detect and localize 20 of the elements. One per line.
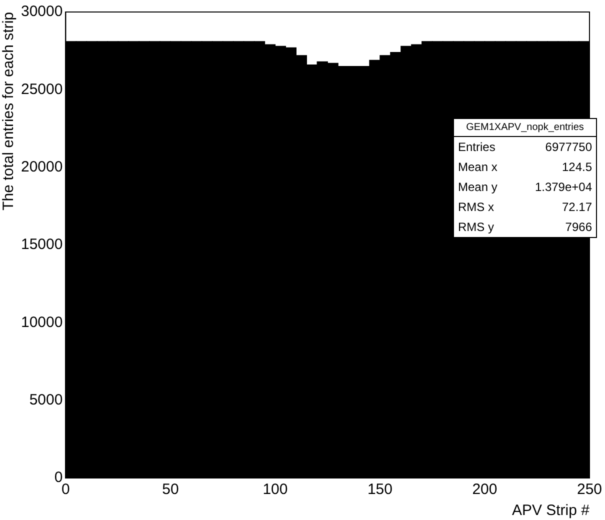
y-axis-title: The total entries for each strip bbox=[0, 12, 18, 210]
x-tick-label: 100 bbox=[262, 481, 288, 498]
y-tick-label: 30000 bbox=[20, 3, 63, 20]
text: RMS y 7966 bbox=[458, 220, 592, 234]
y-tick-label: 0 bbox=[54, 469, 63, 486]
x-tick-label: 250 bbox=[576, 481, 602, 498]
text: RMS x 72.17 bbox=[458, 200, 592, 214]
text: Mean x 124.5 bbox=[458, 160, 592, 174]
text: Mean y 1.379e+04 bbox=[458, 180, 592, 194]
x-tick-label: 50 bbox=[162, 481, 179, 498]
annotation: GEM1XAPV_nopk_entries bbox=[454, 119, 596, 137]
x-tick-label: 150 bbox=[367, 481, 392, 498]
y-tick-label: 20000 bbox=[20, 158, 63, 176]
text: Entries 6977750 bbox=[458, 140, 592, 154]
y-tick-label: 10000 bbox=[20, 314, 63, 331]
y-tick-label: 5000 bbox=[29, 391, 63, 408]
x-tick-label: 200 bbox=[472, 481, 498, 498]
y-tick-label: 15000 bbox=[20, 236, 63, 254]
y-tick-label: 25000 bbox=[20, 80, 63, 98]
x-axis-title: APV Strip # bbox=[512, 502, 590, 520]
